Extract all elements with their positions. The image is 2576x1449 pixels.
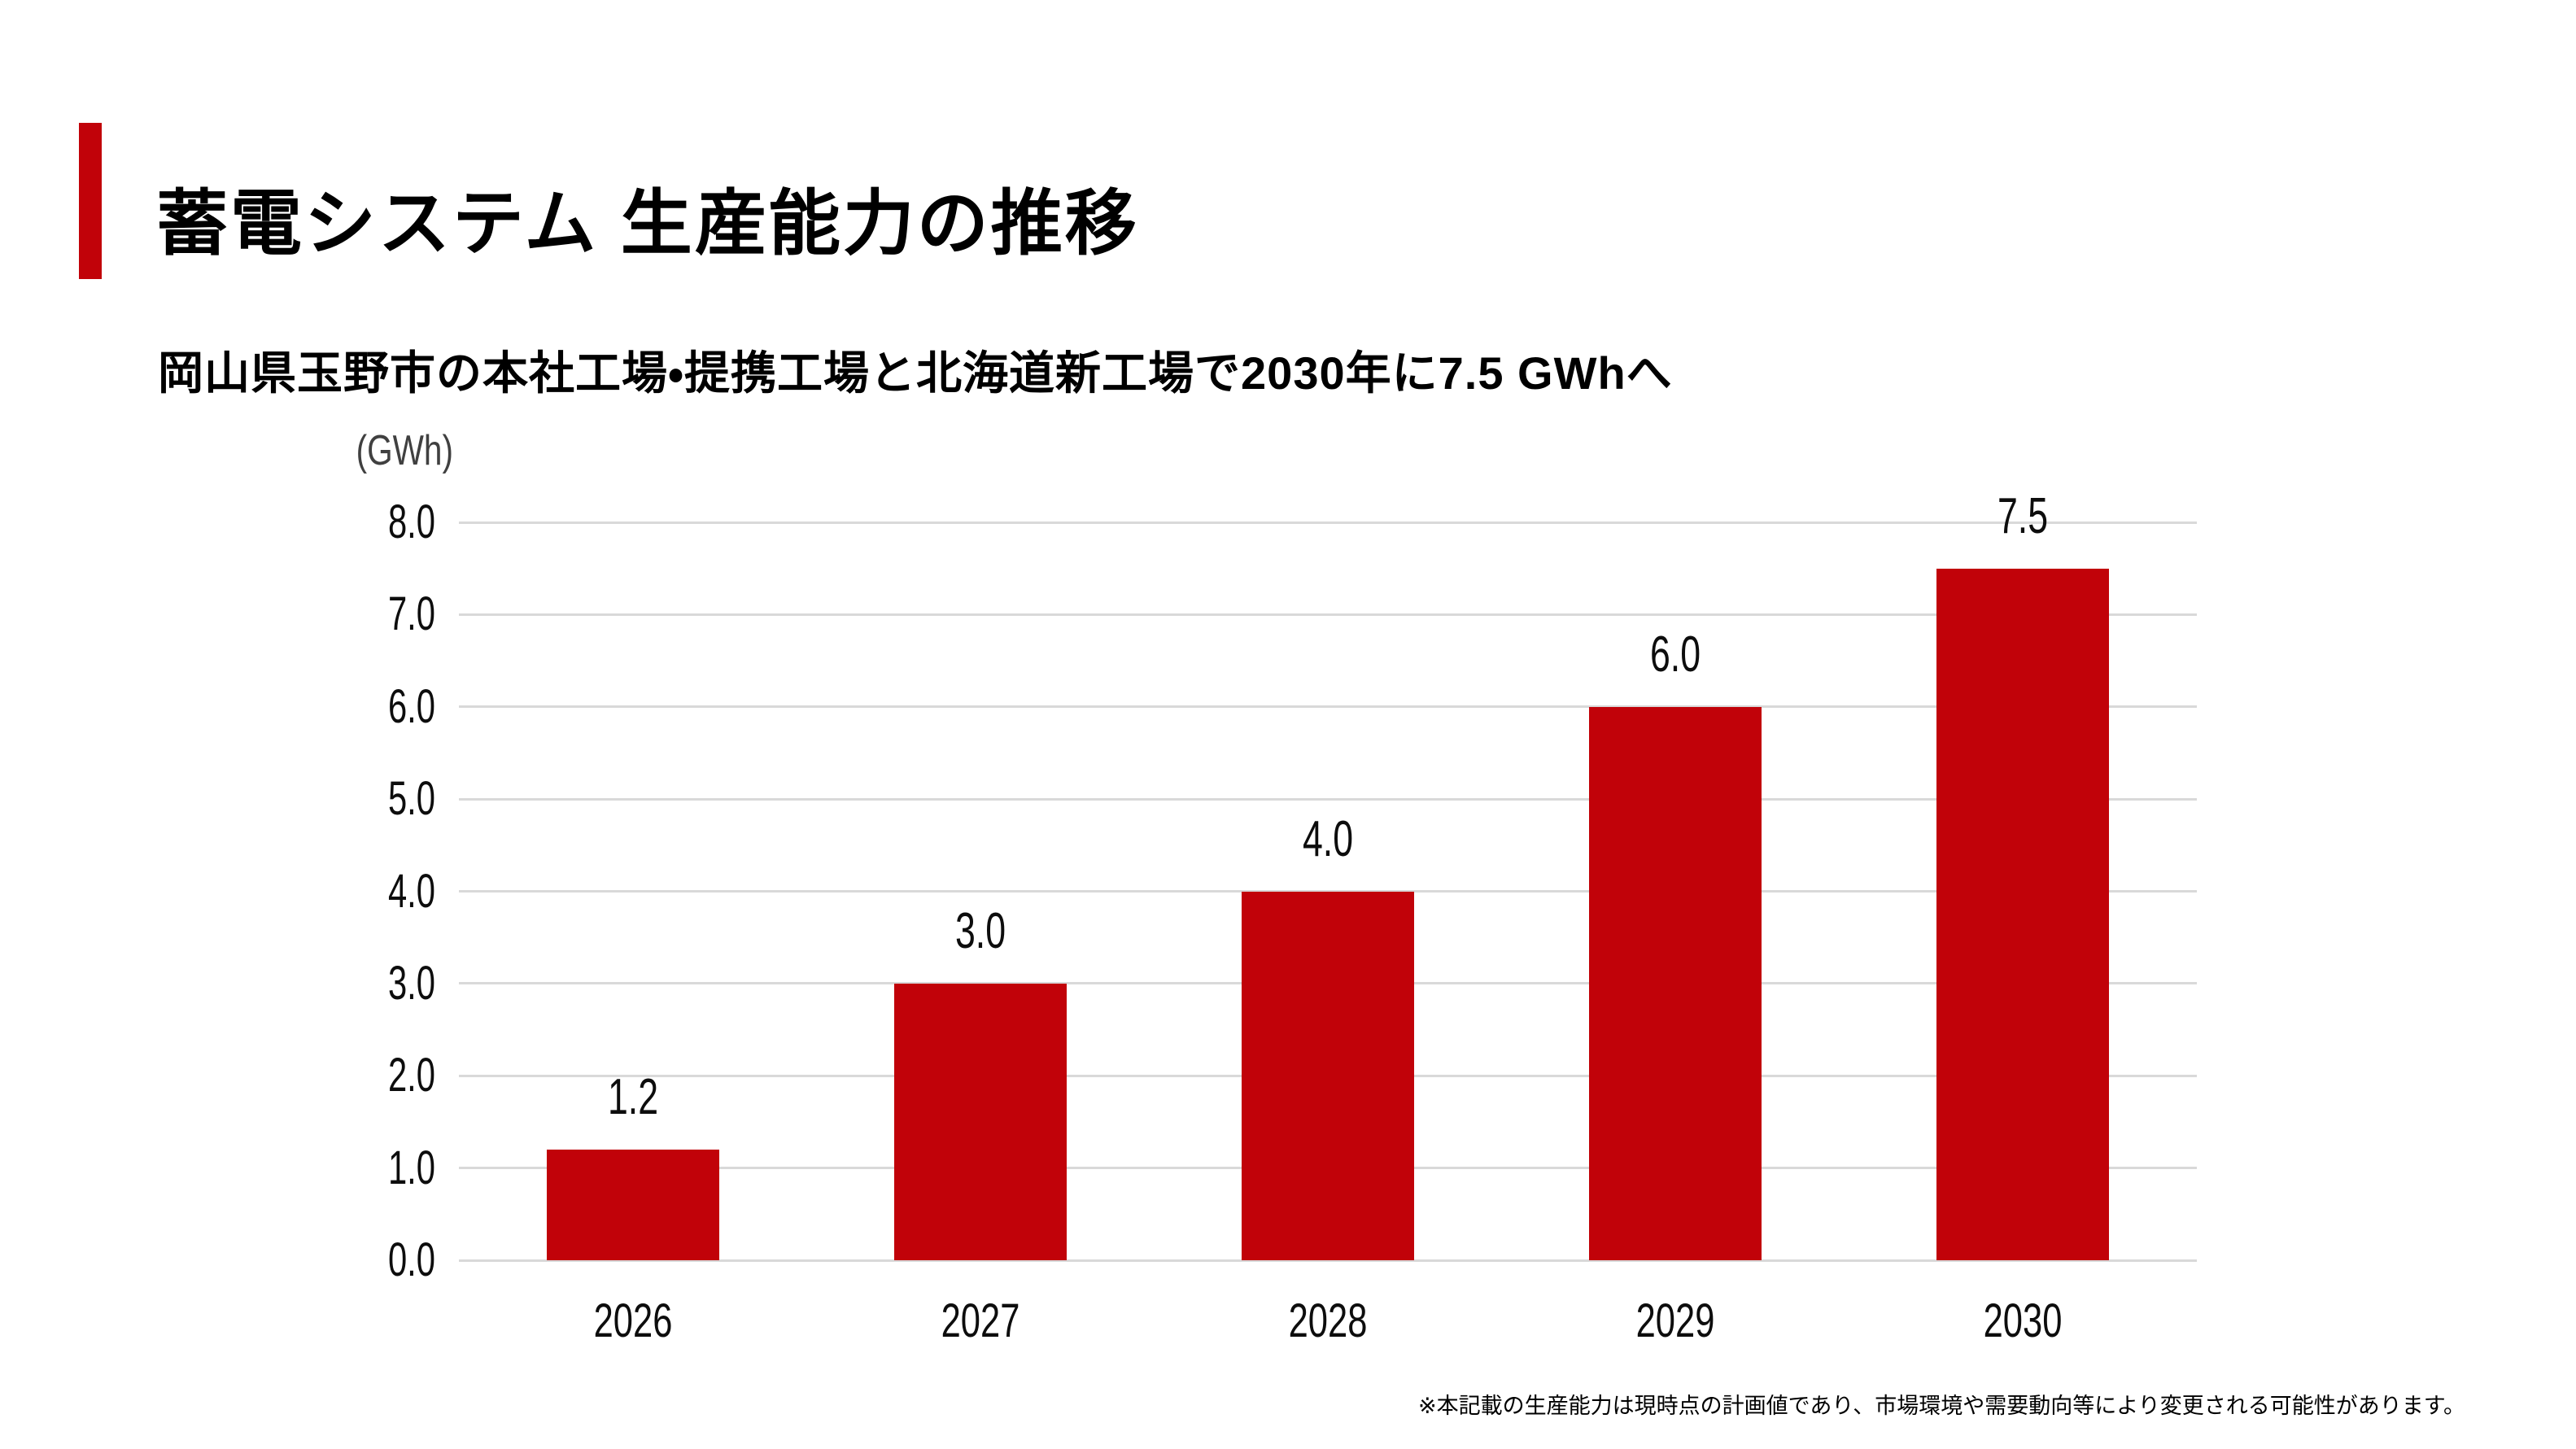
bar-value-label: 4.0: [1302, 810, 1354, 867]
page-title: 蓄電システム 生産能力の推移: [156, 182, 1139, 264]
footnote: ※本記載の生産能力は現時点の計画値であり、市場環境や需要動向等により変更される可…: [1417, 1394, 2465, 1418]
gridline-6.0: [459, 705, 2197, 709]
y-axis-tick-label: 4.0: [387, 864, 435, 918]
x-axis-category-label: 2029: [1635, 1294, 1715, 1347]
bar-2029: [1589, 706, 1762, 1260]
title-accent-bar: [79, 123, 102, 279]
x-axis-category-label: 2028: [1288, 1294, 1368, 1347]
bar-value-label: 3.0: [954, 902, 1006, 959]
y-axis-tick-label: 5.0: [387, 772, 435, 826]
y-axis-tick-label: 2.0: [387, 1049, 435, 1102]
x-axis-category-label: 2026: [593, 1294, 672, 1347]
bar-value-label: 6.0: [1650, 626, 1701, 683]
gridline-0.0: [459, 1259, 2197, 1262]
bar-2027: [893, 983, 1067, 1260]
bar-value-label: 7.5: [1997, 487, 2049, 544]
page-subtitle: 岡山県玉野市の本社工場・提携工場と北海道新工場で2030年に7.5 GWhへ: [158, 347, 1673, 399]
gridline-8.0: [459, 521, 2197, 524]
bar-2028: [1242, 891, 1414, 1260]
gridline-5.0: [459, 797, 2197, 801]
bar-2026: [546, 1149, 719, 1260]
y-axis-tick-label: 3.0: [387, 956, 435, 1010]
y-axis-tick-label: 7.0: [387, 587, 435, 641]
x-axis-category-label: 2027: [941, 1294, 1020, 1347]
x-axis-category-label: 2030: [1984, 1294, 2063, 1347]
bar-2030: [1936, 568, 2110, 1260]
y-axis-unit-label: (GWh): [356, 427, 453, 474]
y-axis-tick-label: 6.0: [387, 679, 435, 733]
y-axis-tick-label: 1.0: [387, 1141, 435, 1194]
bar-value-label: 1.2: [607, 1068, 658, 1125]
y-axis-tick-label: 0.0: [387, 1233, 435, 1286]
y-axis-tick-label: 8.0: [387, 495, 435, 548]
gridline-7.0: [459, 613, 2197, 616]
